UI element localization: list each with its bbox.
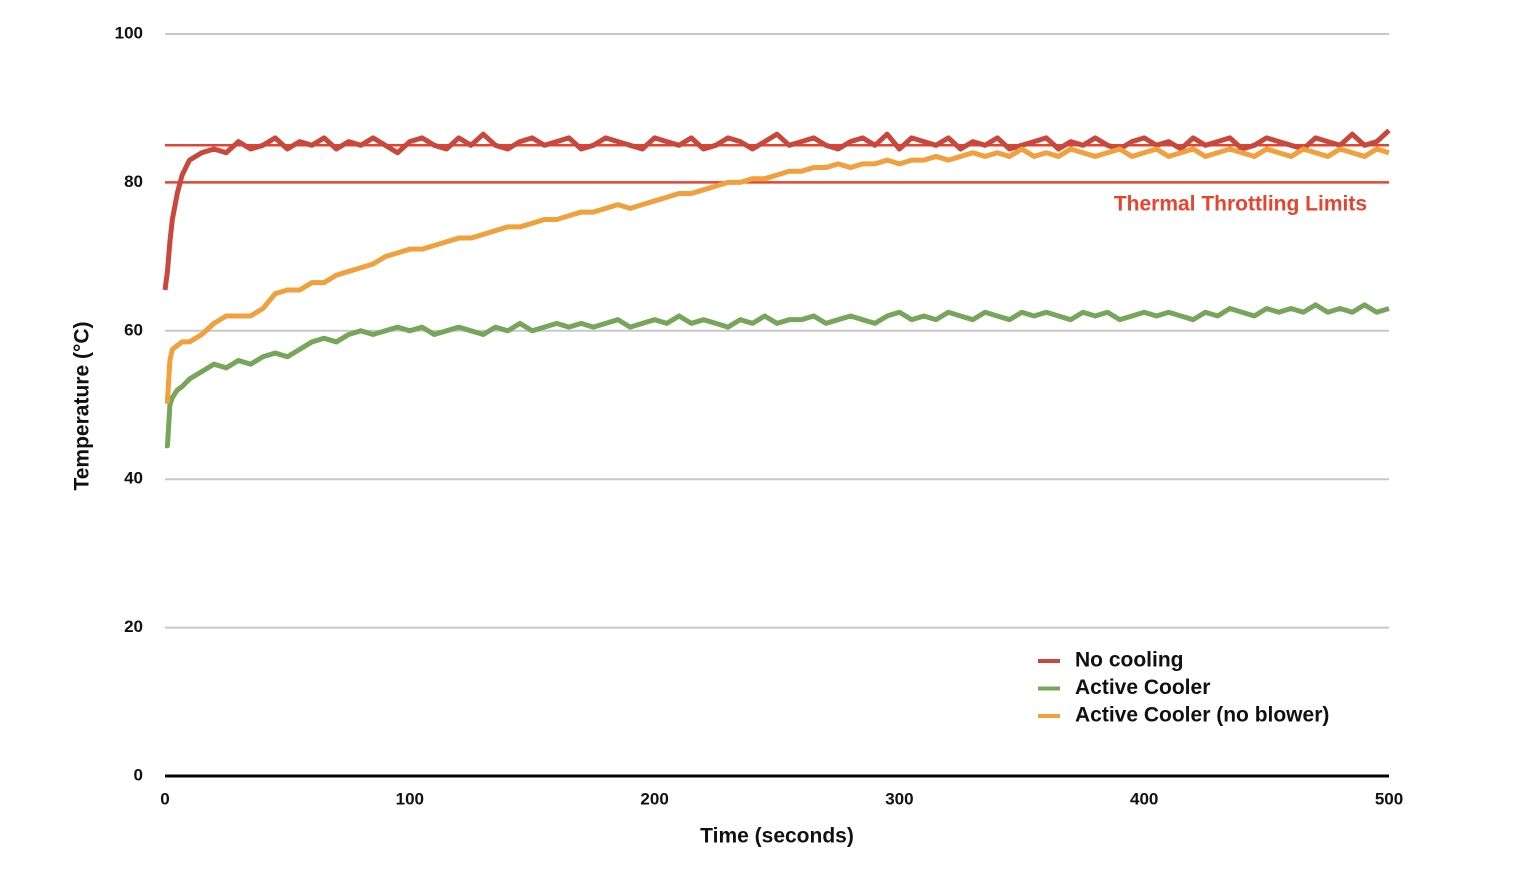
x-tick-label: 0 xyxy=(160,789,169,808)
y-tick-label: 40 xyxy=(124,469,143,488)
threshold-label: Thermal Throttling Limits xyxy=(1114,193,1367,216)
x-tick-label: 500 xyxy=(1375,789,1403,808)
series-line xyxy=(164,146,1390,404)
x-tick-label: 400 xyxy=(1130,789,1158,808)
y-tick-label: 20 xyxy=(124,617,143,636)
legend-label: No cooling xyxy=(1075,649,1184,672)
y-tick-label: 0 xyxy=(134,765,143,784)
series-line xyxy=(162,128,1391,291)
x-tick-label: 200 xyxy=(640,789,668,808)
y-tick-label: 80 xyxy=(124,172,143,191)
y-tick-label: 60 xyxy=(124,320,143,339)
y-tick-label: 100 xyxy=(115,23,143,42)
x-tick-label: 300 xyxy=(885,789,913,808)
x-tick-label: 100 xyxy=(396,789,424,808)
legend-label: Active Cooler (no blower) xyxy=(1075,704,1329,727)
x-axis-title: Time (seconds) xyxy=(700,825,854,848)
series-line xyxy=(164,302,1390,449)
legend-label: Active Cooler xyxy=(1075,676,1210,699)
y-axis-title: Temperature (°C) xyxy=(71,321,94,490)
